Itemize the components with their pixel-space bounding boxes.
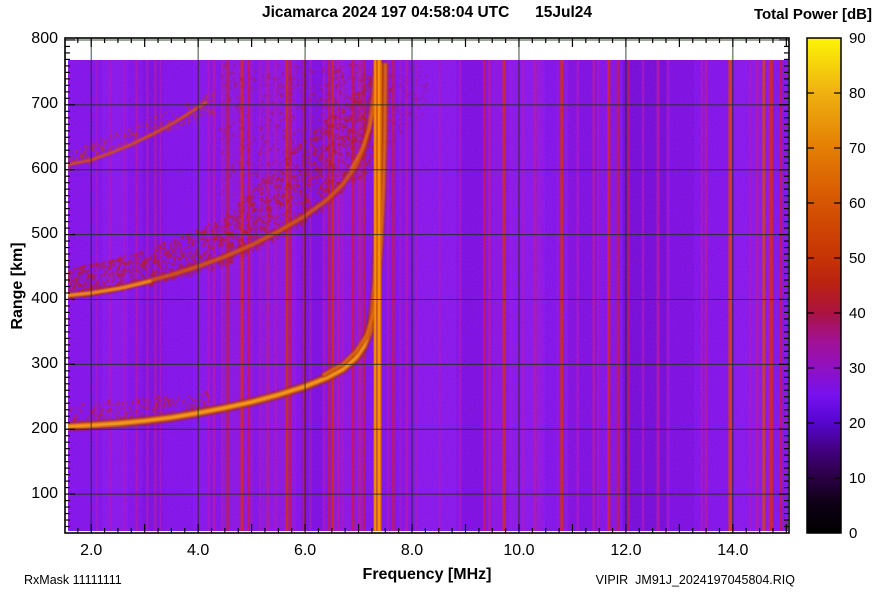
trace-group	[68, 60, 389, 431]
x-tick-label: 6.0	[293, 542, 317, 559]
x-tick-label: 14.0	[717, 542, 749, 559]
y-tick-label: 300	[31, 354, 58, 372]
plot-frame	[64, 37, 790, 534]
colorbar-tick-label: 10	[849, 469, 866, 487]
colorbar-tick-label: 20	[849, 414, 866, 432]
colorbar-title: Total Power [dB]	[753, 6, 872, 23]
ionogram-trace	[68, 279, 152, 297]
y-tick-label: 700	[31, 95, 58, 113]
saturated-line-core	[374, 60, 376, 531]
saturated-line-core	[377, 60, 381, 531]
page-title: Jicamarca 2024 197 04:58:04 UTC 15Jul24	[261, 4, 593, 21]
colorbar-tick-label: 30	[849, 359, 866, 377]
y-axis-label: Range [km]	[9, 242, 26, 330]
axis-ticks	[65, 38, 789, 533]
noise-texture	[68, 60, 788, 531]
colorbar-gradient	[807, 38, 841, 533]
y-tick-label: 200	[31, 419, 58, 437]
x-tick-label: 10.0	[503, 542, 535, 559]
x-tick-label: 4.0	[187, 542, 210, 559]
colorbar-tick-label: 80	[849, 84, 866, 102]
grid-lines	[65, 38, 789, 533]
colorbar-frame	[806, 37, 842, 534]
x-tick-label: 2.0	[80, 542, 103, 559]
colorbar-tick-label: 0	[849, 524, 858, 542]
y-tick-label: 600	[31, 160, 58, 178]
colorbar-tick-label: 90	[849, 29, 866, 47]
colorbar-tick-label: 70	[849, 139, 866, 157]
ionogram-trace	[68, 101, 208, 166]
y-tick-label: 400	[31, 289, 58, 307]
colorbar-tick-label: 50	[849, 249, 866, 267]
y-tick-label: 500	[31, 225, 58, 243]
x-axis-label: Frequency [MHz]	[362, 566, 492, 583]
x-tick-label: 12.0	[610, 542, 642, 559]
heatmap-area	[68, 60, 788, 531]
colorbar-tick-label: 40	[849, 304, 866, 322]
colorbar-ticks	[807, 92, 841, 479]
colorbar-tick-label: 60	[849, 194, 866, 212]
x-tick-label: 8.0	[400, 542, 424, 559]
footer-filename: VIPIR JM91J_2024197045804.RIQ	[595, 573, 795, 587]
footer-rxmask: RxMask 11111111	[24, 573, 122, 587]
y-tick-label: 800	[31, 30, 58, 48]
y-tick-label: 100	[31, 484, 58, 502]
